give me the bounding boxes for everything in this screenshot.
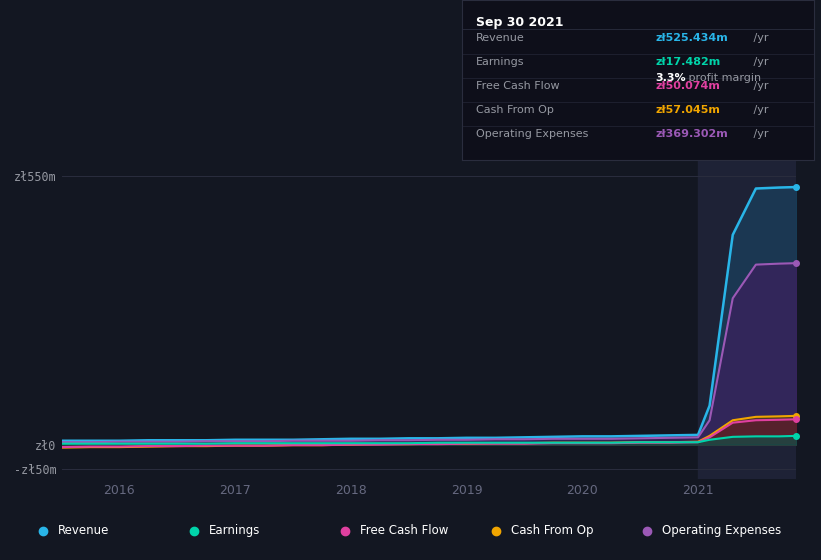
Text: Earnings: Earnings: [209, 524, 260, 538]
Text: Free Cash Flow: Free Cash Flow: [360, 524, 448, 538]
Text: Sep 30 2021: Sep 30 2021: [476, 16, 564, 29]
Bar: [698, 157, 808, 479]
Text: /yr: /yr: [750, 33, 768, 43]
Text: profit margin: profit margin: [686, 73, 762, 83]
Text: Revenue: Revenue: [476, 33, 525, 43]
Text: /yr: /yr: [750, 57, 768, 67]
Text: zł57.045m: zł57.045m: [655, 105, 720, 115]
Text: zł369.302m: zł369.302m: [655, 129, 728, 139]
Text: Cash From Op: Cash From Op: [476, 105, 554, 115]
Text: Operating Expenses: Operating Expenses: [476, 129, 589, 139]
Text: Cash From Op: Cash From Op: [511, 524, 593, 538]
Text: 3.3%: 3.3%: [655, 73, 686, 83]
Text: /yr: /yr: [750, 105, 768, 115]
Text: Revenue: Revenue: [57, 524, 109, 538]
Text: zł525.434m: zł525.434m: [655, 33, 728, 43]
Text: /yr: /yr: [750, 81, 768, 91]
Text: Earnings: Earnings: [476, 57, 525, 67]
Text: Free Cash Flow: Free Cash Flow: [476, 81, 560, 91]
Text: zł50.074m: zł50.074m: [655, 81, 720, 91]
Text: Operating Expenses: Operating Expenses: [662, 524, 781, 538]
Text: /yr: /yr: [750, 129, 768, 139]
Text: zł17.482m: zł17.482m: [655, 57, 721, 67]
